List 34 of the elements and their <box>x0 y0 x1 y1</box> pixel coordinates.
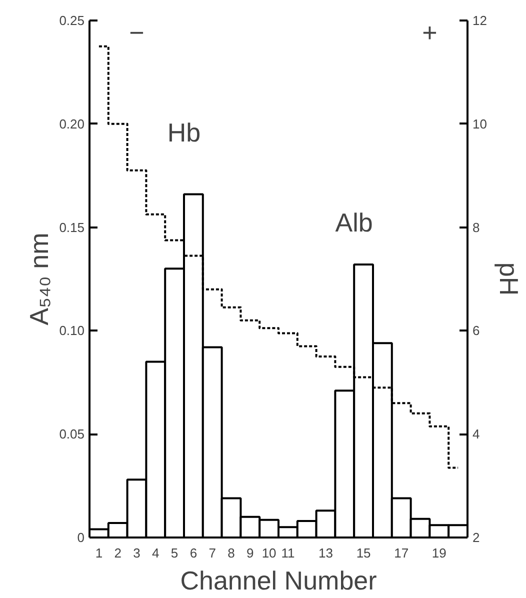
annotation: Hb <box>167 118 201 148</box>
annotation: − <box>129 18 144 48</box>
x-tick-label: 17 <box>394 546 409 560</box>
x-tick-label: 19 <box>432 546 446 560</box>
y-tick-label: 0.25 <box>59 13 85 28</box>
x-tick-label: 6 <box>190 546 198 560</box>
x-axis-title: Channel Number <box>180 566 378 596</box>
x-tick-label: 1 <box>95 546 103 560</box>
x-tick-label: 10 <box>262 546 276 560</box>
y-tick-label: 0.20 <box>59 116 85 132</box>
y2-tick-label: 12 <box>472 13 487 28</box>
x-tick-label: 13 <box>318 546 333 560</box>
x-tick-label: 5 <box>170 546 178 560</box>
x-tick-label: 3 <box>133 546 140 560</box>
x-tick-label: 7 <box>208 546 216 560</box>
y2-tick-label: 8 <box>472 220 480 235</box>
y-tick-label: 0.05 <box>59 426 85 442</box>
y2-tick-label: 4 <box>472 426 480 442</box>
x-tick-label: 9 <box>246 546 254 560</box>
y-axis-title: A₅₄₀ nm <box>24 232 54 326</box>
y2-axis-title: pH <box>494 262 524 296</box>
x-tick-label: 2 <box>114 546 122 560</box>
x-tick-label: 15 <box>356 546 371 560</box>
y-tick-label: 0.15 <box>59 220 85 235</box>
annotation: + <box>422 18 438 48</box>
x-tick-label: 4 <box>152 546 160 560</box>
y2-tick-label: 6 <box>472 323 480 338</box>
y2-tick-label: 2 <box>472 530 480 545</box>
y2-tick-label: 10 <box>472 116 487 132</box>
x-tick-label: 8 <box>228 546 235 560</box>
y-tick-label: 0 <box>77 530 85 545</box>
y-tick-label: 0.10 <box>59 323 85 338</box>
annotation: Alb <box>335 208 373 238</box>
x-tick-label: 11 <box>281 546 295 560</box>
